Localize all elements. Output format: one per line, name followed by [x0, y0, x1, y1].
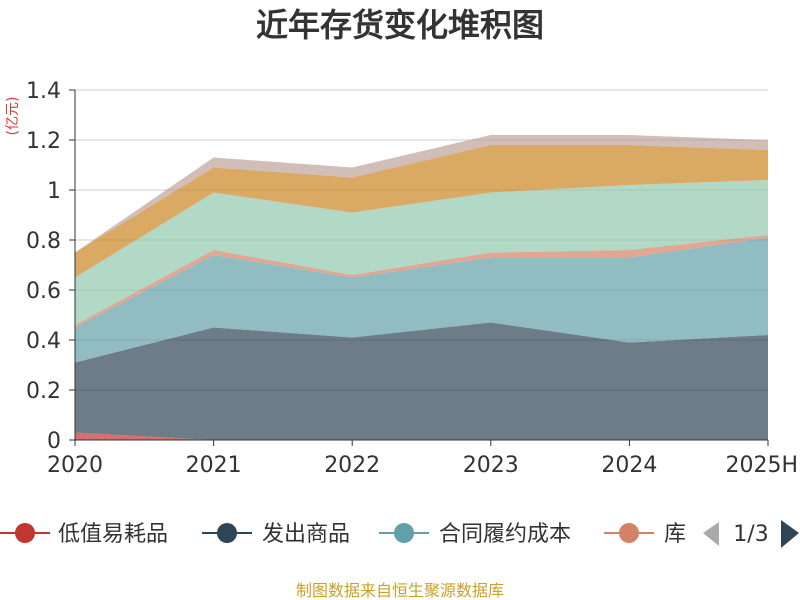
legend-marker: [394, 523, 414, 543]
x-tick-label: 2024: [601, 453, 657, 478]
area-series-6: [75, 145, 768, 278]
legend-label: 低值易耗品: [58, 522, 168, 547]
legend-page-indicator: 1/3: [733, 522, 768, 547]
legend-item-low-value-consumables[interactable]: 低值易耗品: [0, 522, 168, 547]
area-series-1: [75, 432, 768, 440]
area-series-7: [75, 135, 768, 253]
y-tick-label: 0.4: [26, 329, 61, 354]
y-axis-ticks: 0 0.2 0.4 0.6 0.8 1 1.2 1.4: [26, 79, 75, 454]
y-tick-label: 0.6: [26, 279, 61, 304]
legend-label: 发出商品: [262, 522, 350, 547]
area-series-5: [75, 180, 768, 325]
legend-next-page-icon[interactable]: [781, 520, 799, 548]
x-tick-label: 2020: [47, 453, 103, 478]
legend-marker: [217, 523, 237, 543]
legend-item-contract-cost[interactable]: 合同履约成本: [379, 522, 571, 547]
legend-item-goods-shipped[interactable]: 发出商品: [202, 522, 350, 547]
legend: 低值易耗品 发出商品 合同履约成本 库 1/3: [0, 520, 799, 548]
y-tick-label: 1.4: [26, 79, 61, 104]
legend-label: 库: [664, 522, 686, 547]
stacked-areas: [75, 135, 768, 440]
x-tick-label: 2023: [463, 453, 519, 478]
legend-marker: [15, 523, 35, 543]
area-series-4: [75, 235, 768, 328]
y-tick-label: 0.8: [26, 229, 61, 254]
y-tick-label: 0.2: [26, 379, 61, 404]
legend-marker: [619, 523, 639, 543]
x-axis-ticks: 2020 2021 2022 2023 2024 2025H: [47, 440, 798, 478]
x-tick-label: 2022: [324, 453, 380, 478]
data-source-note: 制图数据来自恒生聚源数据库: [296, 581, 504, 600]
legend-prev-page-icon[interactable]: [703, 522, 719, 546]
legend-label: 合同履约成本: [439, 522, 571, 547]
area-series-3: [75, 237, 768, 363]
y-axis-unit-label: (亿元): [5, 97, 21, 136]
axes: [74, 90, 768, 441]
chart-title: 近年存货变化堆积图: [256, 6, 544, 44]
y-tick-label: 0: [47, 429, 61, 454]
x-tick-label: 2021: [186, 453, 242, 478]
area-series-2: [75, 322, 768, 440]
y-tick-label: 1.2: [26, 129, 61, 154]
legend-item-inventory-goods[interactable]: 库: [604, 522, 686, 547]
x-tick-label: 2025H: [725, 453, 798, 478]
y-tick-label: 1: [47, 179, 61, 204]
